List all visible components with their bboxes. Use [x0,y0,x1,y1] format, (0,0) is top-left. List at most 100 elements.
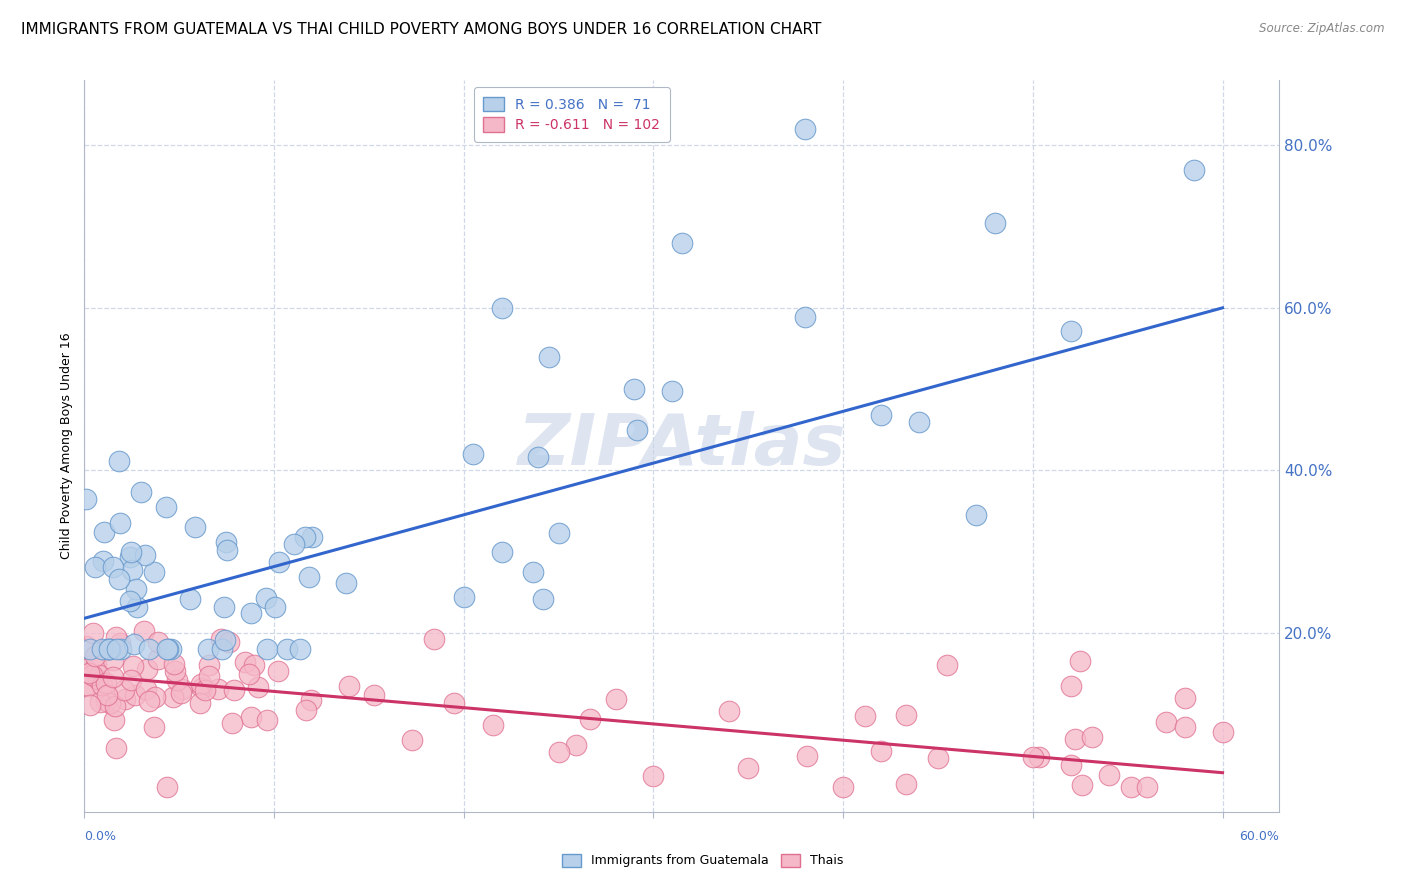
Text: Source: ZipAtlas.com: Source: ZipAtlas.com [1260,22,1385,36]
Point [212,600,235,615]
Point [79,698,101,713]
Point [103,713,125,727]
Point [84,658,107,673]
Point [156,780,179,795]
Point [170,686,193,700]
Point [120,594,142,608]
Point [288,642,311,657]
Point [75,661,97,675]
Point [737,761,759,775]
Point [1119,780,1142,795]
Point [276,642,298,657]
Point [190,676,212,690]
Point [122,637,145,651]
Point [105,741,128,756]
Point [143,690,166,704]
Point [870,408,893,422]
Point [717,705,740,719]
Point [832,780,855,795]
Point [197,657,219,672]
Point [1060,679,1083,693]
Point [527,450,550,465]
Point [108,573,131,587]
Point [294,530,316,544]
Point [96,688,118,702]
Point [254,591,277,605]
Point [267,556,290,570]
Point [159,642,181,657]
Point [134,548,156,562]
Point [82,626,104,640]
Point [143,720,166,734]
Point [120,673,142,687]
Point [218,634,240,648]
Point [125,600,148,615]
Point [538,350,561,364]
Point [112,682,135,697]
Point [233,655,256,669]
Point [547,525,569,540]
Text: 60.0%: 60.0% [1240,830,1279,843]
Point [80,668,103,682]
Point [256,713,278,727]
Point [238,667,260,681]
Point [110,635,132,649]
Point [194,682,217,697]
Point [135,662,157,676]
Point [301,530,323,544]
Point [94,694,117,708]
Point [217,542,239,557]
Point [98,696,121,710]
Point [927,751,949,765]
Point [91,554,114,568]
Point [1060,757,1083,772]
Point [77,679,100,693]
Point [482,718,505,732]
Point [191,681,214,696]
Point [298,570,321,584]
Point [423,632,446,646]
Text: ZIPAtlas: ZIPAtlas [517,411,846,481]
Point [90,642,112,657]
Point [94,642,117,657]
Point [129,485,152,500]
Point [209,632,232,646]
Point [75,678,97,692]
Point [75,639,97,653]
Point [122,659,145,673]
Point [172,681,194,696]
Point [91,678,114,692]
Y-axis label: Child Poverty Among Boys Under 16: Child Poverty Among Boys Under 16 [60,333,73,559]
Point [491,545,513,559]
Point [98,642,121,657]
Point [84,649,107,664]
Point [671,235,693,250]
Point [240,606,263,620]
Point [491,301,513,315]
Point [605,692,627,706]
Point [163,657,186,672]
Point [246,681,269,695]
Point [184,519,207,533]
Point [794,122,817,136]
Point [623,382,645,396]
Point [1154,715,1177,730]
Point [240,710,263,724]
Point [118,550,141,565]
Point [578,712,600,726]
Point [243,657,266,672]
Point [120,545,142,559]
Point [214,633,236,648]
Point [363,688,385,702]
Point [84,559,107,574]
Point [198,669,221,683]
Point [89,695,111,709]
Point [936,658,959,673]
Point [110,642,132,657]
Point [299,693,322,707]
Point [1028,749,1050,764]
Point [162,690,184,705]
Point [1022,749,1045,764]
Point [263,600,285,615]
Point [105,642,128,657]
